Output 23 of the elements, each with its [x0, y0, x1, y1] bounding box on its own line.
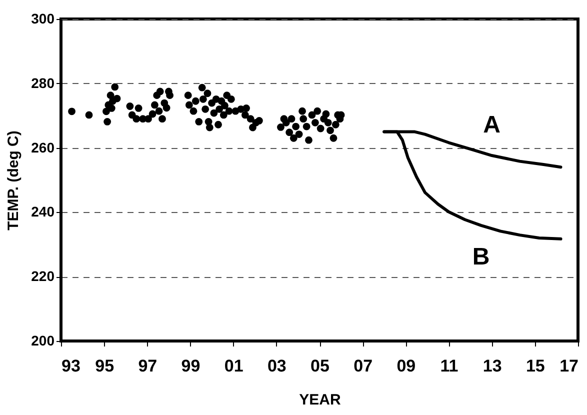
x-tick-label: 99: [181, 356, 200, 376]
x-tick-label: 95: [95, 356, 114, 376]
x-tick-label: 09: [396, 356, 416, 376]
y-tick-label: 280: [31, 74, 55, 91]
x-tick-label: 93: [62, 356, 80, 376]
y-axis-title: TEMP. (deg C): [5, 130, 22, 230]
x-tick-label: 01: [224, 356, 244, 376]
x-tick-label: 03: [267, 356, 286, 376]
x-tick-label: 13: [482, 356, 502, 376]
y-tick-label: 300: [31, 10, 55, 26]
series-label: A: [483, 112, 501, 139]
series-label: B: [472, 243, 490, 270]
x-tick-label: 17: [560, 356, 578, 376]
x-tick-label: 11: [440, 356, 458, 376]
x-axis-title: YEAR: [299, 392, 341, 408]
y-tick-label: 220: [31, 268, 55, 284]
x-tick-label: 07: [354, 356, 373, 376]
x-tick-label: 97: [138, 356, 158, 376]
y-tick-label: 200: [31, 332, 55, 348]
y-tick-label: 240: [31, 204, 55, 220]
x-tick-label: 15: [526, 356, 545, 376]
x-tick-label: 05: [310, 356, 330, 376]
y-tick-label: 260: [31, 139, 55, 156]
